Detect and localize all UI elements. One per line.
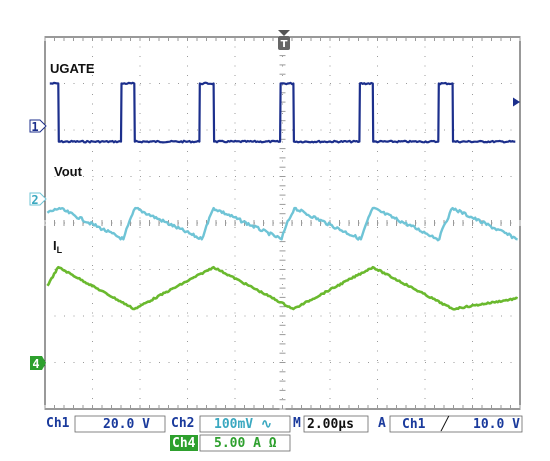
- trace-vout: [46, 206, 518, 242]
- ch1-scale-label: Ch1: [46, 416, 70, 431]
- trigger-box[interactable]: [389, 415, 523, 433]
- ch4-tag-bg: [170, 435, 198, 451]
- trace-ugate: [49, 81, 516, 144]
- ch4-ground-marker[interactable]: 4: [30, 356, 46, 371]
- trigger-slope-icon: ╱: [440, 415, 450, 432]
- trigger-source: Ch1: [402, 417, 426, 432]
- trace-layer: [46, 81, 519, 311]
- trigger-level: 10.0 V: [473, 417, 520, 432]
- timebase-box[interactable]: [303, 415, 369, 433]
- ch1-scale-box[interactable]: [74, 415, 166, 433]
- ch4-scale-value: 5.00 A Ω: [214, 436, 277, 451]
- timebase-value: 2.00µs: [307, 417, 354, 432]
- timebase-label: M: [293, 416, 301, 431]
- il-label-main: I: [53, 238, 57, 253]
- il-label: IL: [53, 238, 63, 255]
- trigger-level-arrow[interactable]: [513, 97, 520, 107]
- ch2-scale-label: Ch2: [171, 416, 194, 431]
- ugate-label: UGATE: [50, 61, 95, 76]
- il-label-subscript: L: [57, 245, 63, 255]
- ch2-scale-value: 100mV ∿: [214, 417, 272, 432]
- acquisition-mode: A: [378, 416, 386, 431]
- trigger-position-marker[interactable]: T: [278, 30, 290, 50]
- trace-i-l: [46, 265, 519, 311]
- status-bar: Ch1 20.0 V Ch2 100mV ∿ M 2.00µs A Ch1 ╱ …: [46, 415, 523, 452]
- ch2-scale-box[interactable]: [199, 415, 291, 433]
- vout-label: Vout: [54, 164, 83, 179]
- ch1-marker-label: 1: [31, 120, 38, 134]
- ch4-marker-label: 4: [32, 357, 39, 371]
- ch4-scale-label: Ch4: [172, 436, 196, 451]
- ch2-ground-marker[interactable]: 2: [29, 192, 47, 207]
- ch2-marker-label: 2: [31, 193, 38, 207]
- ch4-scale-box[interactable]: [199, 434, 291, 452]
- ch1-scale-value: 20.0 V: [103, 417, 150, 432]
- ch1-ground-marker[interactable]: 1: [29, 119, 47, 134]
- trigger-marker-label: T: [281, 39, 288, 50]
